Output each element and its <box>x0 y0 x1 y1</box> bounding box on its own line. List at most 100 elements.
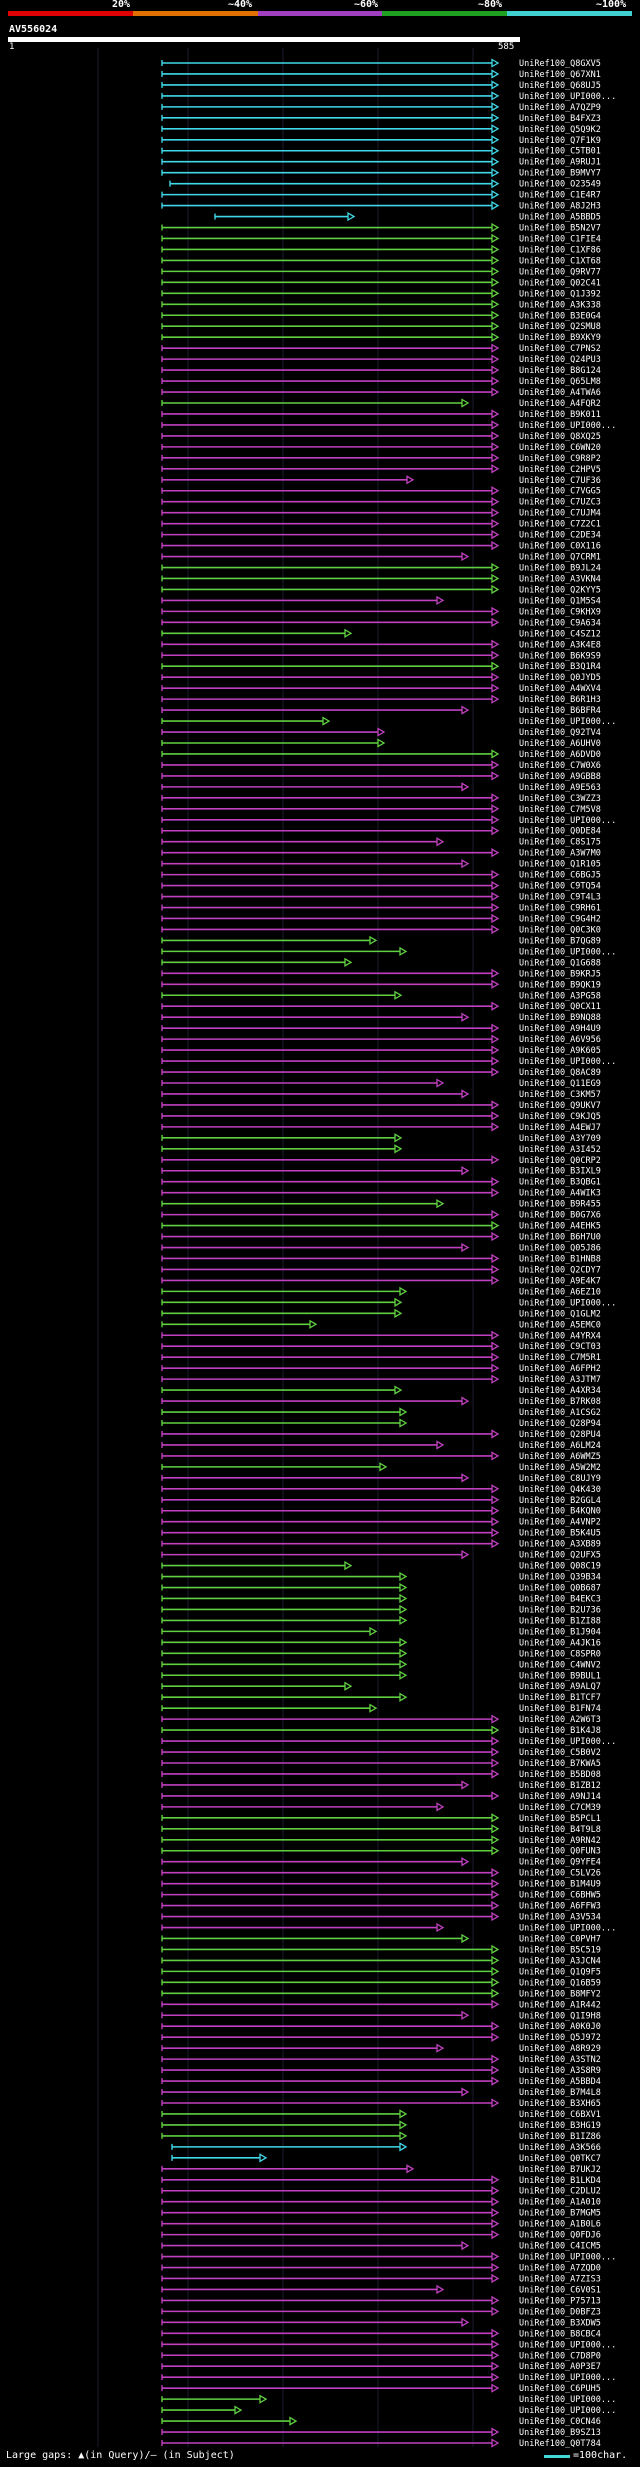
hit-label[interactable]: UniRef100_A6DVD0 <box>519 750 601 760</box>
hit-label[interactable]: UniRef100_B1TCF7 <box>519 1693 601 1703</box>
hit-label[interactable]: UniRef100_Q16B59 <box>519 1978 601 1988</box>
hit-label[interactable]: UniRef100_UPI000... <box>519 2373 616 2383</box>
hit-label[interactable]: UniRef100_B3Q1R4 <box>519 662 601 672</box>
hit-label[interactable]: UniRef100_Q1M5S4 <box>519 596 601 606</box>
hit-label[interactable]: UniRef100_A5BBD4 <box>519 2077 601 2087</box>
hit-label[interactable]: UniRef100_A4TWA6 <box>519 388 601 398</box>
hit-label[interactable]: UniRef100_Q7CRM1 <box>519 553 601 563</box>
hit-label[interactable]: UniRef100_B1HNB8 <box>519 1254 601 1264</box>
hit-label[interactable]: UniRef100_B4KQN0 <box>519 1507 601 1517</box>
hit-label[interactable]: UniRef100_B5K4U5 <box>519 1529 601 1539</box>
hit-label[interactable]: UniRef100_B5PCL1 <box>519 1814 601 1824</box>
hit-label[interactable]: UniRef100_C6BHW5 <box>519 1891 601 1901</box>
hit-label[interactable]: UniRef100_A2W6T3 <box>519 1715 601 1725</box>
hit-label[interactable]: UniRef100_B1IZ86 <box>519 2132 601 2142</box>
hit-label[interactable]: UniRef100_Q0B687 <box>519 1584 601 1594</box>
hit-label[interactable]: UniRef100_B6H7U0 <box>519 1233 601 1243</box>
hit-label[interactable]: UniRef100_A9NJ14 <box>519 1792 601 1802</box>
hit-label[interactable]: UniRef100_C6BXV1 <box>519 2110 601 2120</box>
hit-label[interactable]: UniRef100_C6V0S1 <box>519 2285 601 2295</box>
hit-label[interactable]: UniRef100_Q68UJ5 <box>519 81 601 91</box>
hit-label[interactable]: UniRef100_Q65LM8 <box>519 377 601 387</box>
hit-label[interactable]: UniRef100_B3IXL9 <box>519 1167 601 1177</box>
hit-label[interactable]: UniRef100_D0BFZ3 <box>519 2307 601 2317</box>
hit-label[interactable]: UniRef100_A9GBB8 <box>519 772 601 782</box>
hit-label[interactable]: UniRef100_A3JCN4 <box>519 1956 601 1966</box>
hit-label[interactable]: UniRef100_A5BBD5 <box>519 213 601 223</box>
hit-label[interactable]: UniRef100_C4SZ12 <box>519 629 601 639</box>
hit-label[interactable]: UniRef100_B1LKD4 <box>519 2176 601 2186</box>
hit-label[interactable]: UniRef100_B0G7X6 <box>519 1211 601 1221</box>
hit-label[interactable]: UniRef100_Q08C19 <box>519 1562 601 1572</box>
hit-label[interactable]: UniRef100_B1FN74 <box>519 1704 601 1714</box>
hit-label[interactable]: UniRef100_B1ZI88 <box>519 1616 601 1626</box>
hit-label[interactable]: UniRef100_Q0JYD5 <box>519 673 601 683</box>
hit-label[interactable]: UniRef100_C7W0X6 <box>519 761 601 771</box>
hit-label[interactable]: UniRef100_A4XR34 <box>519 1386 601 1396</box>
hit-label[interactable]: UniRef100_Q0CX11 <box>519 1002 601 1012</box>
hit-label[interactable]: UniRef100_C5B0V2 <box>519 1748 601 1758</box>
hit-label[interactable]: UniRef100_A1CSG2 <box>519 1408 601 1418</box>
hit-label[interactable]: UniRef100_A6FPH2 <box>519 1364 601 1374</box>
hit-label[interactable]: UniRef100_A7ZIS3 <box>519 2274 601 2284</box>
hit-label[interactable]: UniRef100_A3V534 <box>519 1913 601 1923</box>
hit-label[interactable]: UniRef100_A4VNP2 <box>519 1518 601 1528</box>
hit-label[interactable]: UniRef100_Q05J86 <box>519 1244 601 1254</box>
hit-label[interactable]: UniRef100_B5N2V7 <box>519 224 601 234</box>
hit-label[interactable]: UniRef100_A1A010 <box>519 2198 601 2208</box>
hit-label[interactable]: UniRef100_Q5J972 <box>519 2033 601 2043</box>
hit-label[interactable]: UniRef100_B9QK19 <box>519 980 601 990</box>
hit-label[interactable]: UniRef100_Q24PU3 <box>519 355 601 365</box>
hit-label[interactable]: UniRef100_C0PVH7 <box>519 1934 601 1944</box>
hit-label[interactable]: UniRef100_C9A634 <box>519 618 601 628</box>
hit-label[interactable]: UniRef100_B3XH65 <box>519 2099 601 2109</box>
hit-label[interactable]: UniRef100_Q9UKV7 <box>519 1101 601 1111</box>
hit-label[interactable]: UniRef100_A6LM24 <box>519 1441 601 1451</box>
hit-label[interactable]: UniRef100_B1K4J8 <box>519 1726 601 1736</box>
hit-label[interactable]: UniRef100_UPI000... <box>519 2340 616 2350</box>
hit-label[interactable]: UniRef100_Q4K430 <box>519 1485 601 1495</box>
hit-label[interactable]: UniRef100_C6BGJ5 <box>519 871 601 881</box>
hit-label[interactable]: UniRef100_B6K9S9 <box>519 651 601 661</box>
hit-label[interactable]: UniRef100_A3K338 <box>519 300 601 310</box>
hit-label[interactable]: UniRef100_B9NQ88 <box>519 1013 601 1023</box>
hit-label[interactable]: UniRef100_Q9YFE4 <box>519 1858 601 1868</box>
hit-label[interactable]: UniRef100_A4WXV4 <box>519 684 601 694</box>
hit-label[interactable]: UniRef100_Q0FDJ6 <box>519 2231 601 2241</box>
hit-label[interactable]: UniRef100_UPI000... <box>519 421 616 431</box>
hit-label[interactable]: UniRef100_C4WNV2 <box>519 1660 601 1670</box>
hit-label[interactable]: UniRef100_Q8GXV5 <box>519 59 601 69</box>
hit-label[interactable]: UniRef100_C9CT03 <box>519 1342 601 1352</box>
hit-label[interactable]: UniRef100_Q92TV4 <box>519 728 601 738</box>
hit-label[interactable]: UniRef100_B3QBG1 <box>519 1178 601 1188</box>
hit-label[interactable]: UniRef100_C9R8P2 <box>519 454 601 464</box>
hit-label[interactable]: UniRef100_UPI000... <box>519 816 616 826</box>
hit-label[interactable]: UniRef100_B8MFY2 <box>519 1989 601 1999</box>
hit-label[interactable]: UniRef100_UPI000... <box>519 2406 616 2416</box>
hit-label[interactable]: UniRef100_Q0T784 <box>519 2439 601 2449</box>
hit-label[interactable]: UniRef100_A6WMZ5 <box>519 1452 601 1462</box>
hit-label[interactable]: UniRef100_A4EWJ7 <box>519 1123 601 1133</box>
hit-label[interactable]: UniRef100_B4FXZ3 <box>519 114 601 124</box>
hit-label[interactable]: UniRef100_A3Y709 <box>519 1134 601 1144</box>
hit-label[interactable]: UniRef100_A7ZQD0 <box>519 2264 601 2274</box>
hit-label[interactable]: UniRef100_C2DE34 <box>519 531 601 541</box>
hit-label[interactable]: UniRef100_C7CM39 <box>519 1803 601 1813</box>
hit-label[interactable]: UniRef100_P75713 <box>519 2296 601 2306</box>
hit-label[interactable]: UniRef100_A6FFW3 <box>519 1902 601 1912</box>
hit-label[interactable]: UniRef100_B2GGL4 <box>519 1496 601 1506</box>
hit-label[interactable]: UniRef100_C5LV26 <box>519 1869 601 1879</box>
hit-label[interactable]: UniRef100_UPI000... <box>519 717 616 727</box>
hit-label[interactable]: UniRef100_A7QZP9 <box>519 103 601 113</box>
hit-label[interactable]: UniRef100_Q1R105 <box>519 860 601 870</box>
hit-label[interactable]: UniRef100_C2DLU2 <box>519 2187 601 2197</box>
hit-label[interactable]: UniRef100_B9K011 <box>519 410 601 420</box>
hit-label[interactable]: UniRef100_B6BFR4 <box>519 706 601 716</box>
hit-label[interactable]: UniRef100_Q8XQ25 <box>519 432 601 442</box>
hit-label[interactable]: UniRef100_C6PUH5 <box>519 2384 601 2394</box>
hit-label[interactable]: UniRef100_B7RK08 <box>519 1397 601 1407</box>
hit-label[interactable]: UniRef100_Q11EG9 <box>519 1079 601 1089</box>
hit-label[interactable]: UniRef100_A5W2M2 <box>519 1463 601 1473</box>
hit-label[interactable]: UniRef100_O23549 <box>519 180 601 190</box>
hit-label[interactable]: UniRef100_C2HPV5 <box>519 465 601 475</box>
